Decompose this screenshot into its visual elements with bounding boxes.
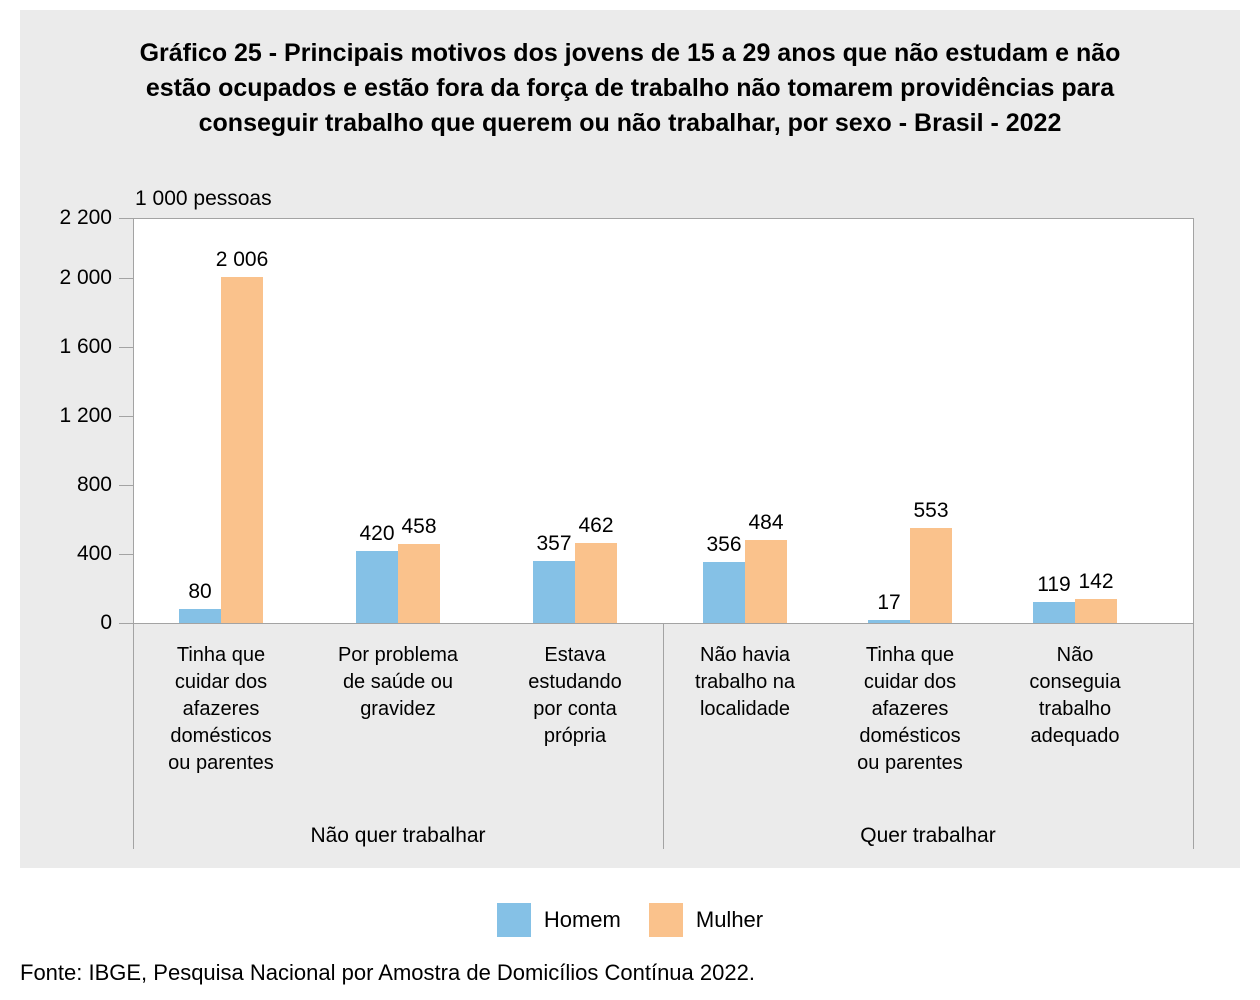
plot-border-top (133, 218, 1193, 219)
category-label: Não havia trabalho na localidade (694, 644, 796, 720)
y-tick-label: 1 600 (59, 335, 112, 358)
source-note: Fonte: IBGE, Pesquisa Nacional por Amost… (20, 960, 755, 985)
bar-value-label: 80 (188, 580, 212, 603)
group-divider-line (663, 623, 664, 849)
chart-panel: Gráfico 25 - Principais motivos dos jove… (20, 10, 1240, 868)
plot-area (133, 218, 1193, 623)
legend-label-mulher: Mulher (695, 907, 764, 932)
legend-swatch-mulher (648, 903, 683, 937)
bar-value-label: 553 (913, 499, 949, 522)
bar-value-label: 357 (536, 532, 572, 555)
bar-homem-1 (356, 551, 398, 623)
bar-value-label: 356 (706, 533, 742, 556)
y-axis-line (133, 218, 134, 849)
group-label: Quer trabalhar (860, 824, 996, 847)
bar-homem-4 (868, 620, 910, 623)
bar-homem-3 (703, 562, 745, 623)
bar-value-label: 119 (1037, 573, 1071, 596)
category-label: Estava estudando por conta própria (528, 644, 622, 747)
bar-value-label: 142 (1078, 570, 1114, 593)
y-tick-mark (119, 278, 133, 279)
y-tick-mark (119, 623, 133, 624)
plot-border-right (1193, 218, 1194, 849)
bar-value-label: 420 (359, 522, 395, 545)
legend-label-homem: Homem (543, 907, 621, 932)
bar-mulher-0 (221, 277, 263, 623)
bar-homem-2 (533, 561, 575, 623)
bar-value-label: 462 (578, 514, 614, 537)
y-axis-unit-label: 1 000 pessoas (135, 187, 272, 210)
category-label: Tinha que cuidar dos afazeres domésticos… (857, 644, 963, 774)
bar-mulher-2 (575, 543, 617, 623)
y-tick-label: 1 200 (59, 404, 112, 427)
bar-value-label: 484 (748, 511, 784, 534)
y-tick-mark (119, 554, 133, 555)
category-label: Não conseguia trabalho adequado (1029, 644, 1121, 747)
y-tick-label: 2 000 (59, 266, 112, 289)
y-tick-label: 2 200 (59, 206, 112, 229)
category-label: Tinha que cuidar dos afazeres domésticos… (168, 644, 274, 774)
group-label: Não quer trabalhar (310, 824, 486, 847)
bar-mulher-3 (745, 540, 787, 623)
bar-mulher-1 (398, 544, 440, 623)
legend-entry-homem: Homem (496, 903, 621, 937)
y-tick-mark (119, 218, 133, 219)
axis-baseline (119, 623, 1193, 624)
legend-entry-mulher: Mulher (648, 903, 764, 937)
bar-value-label: 458 (401, 515, 437, 538)
bar-value-label: 17 (877, 591, 901, 614)
category-label: Por problema de saúde ou gravidez (337, 644, 459, 720)
y-tick-mark (119, 416, 133, 417)
chart-title: Gráfico 25 - Principais motivos dos jove… (139, 39, 1121, 137)
bar-homem-5 (1033, 602, 1075, 623)
y-tick-mark (119, 347, 133, 348)
bar-chart: 80 420 357 356 17 119 2 006 458 462 484 553 142 0 400… (20, 10, 1240, 868)
y-tick-mark (119, 485, 133, 486)
bar-homem-0 (179, 609, 221, 623)
legend: Homem Mulher (0, 903, 1260, 937)
legend-swatch-homem (496, 903, 531, 937)
bar-mulher-5 (1075, 599, 1117, 623)
bar-value-label: 2 006 (215, 248, 269, 271)
bar-mulher-4 (910, 528, 952, 623)
y-tick-label: 0 (100, 611, 112, 634)
y-tick-label: 800 (76, 473, 112, 496)
y-tick-label: 400 (76, 542, 112, 565)
